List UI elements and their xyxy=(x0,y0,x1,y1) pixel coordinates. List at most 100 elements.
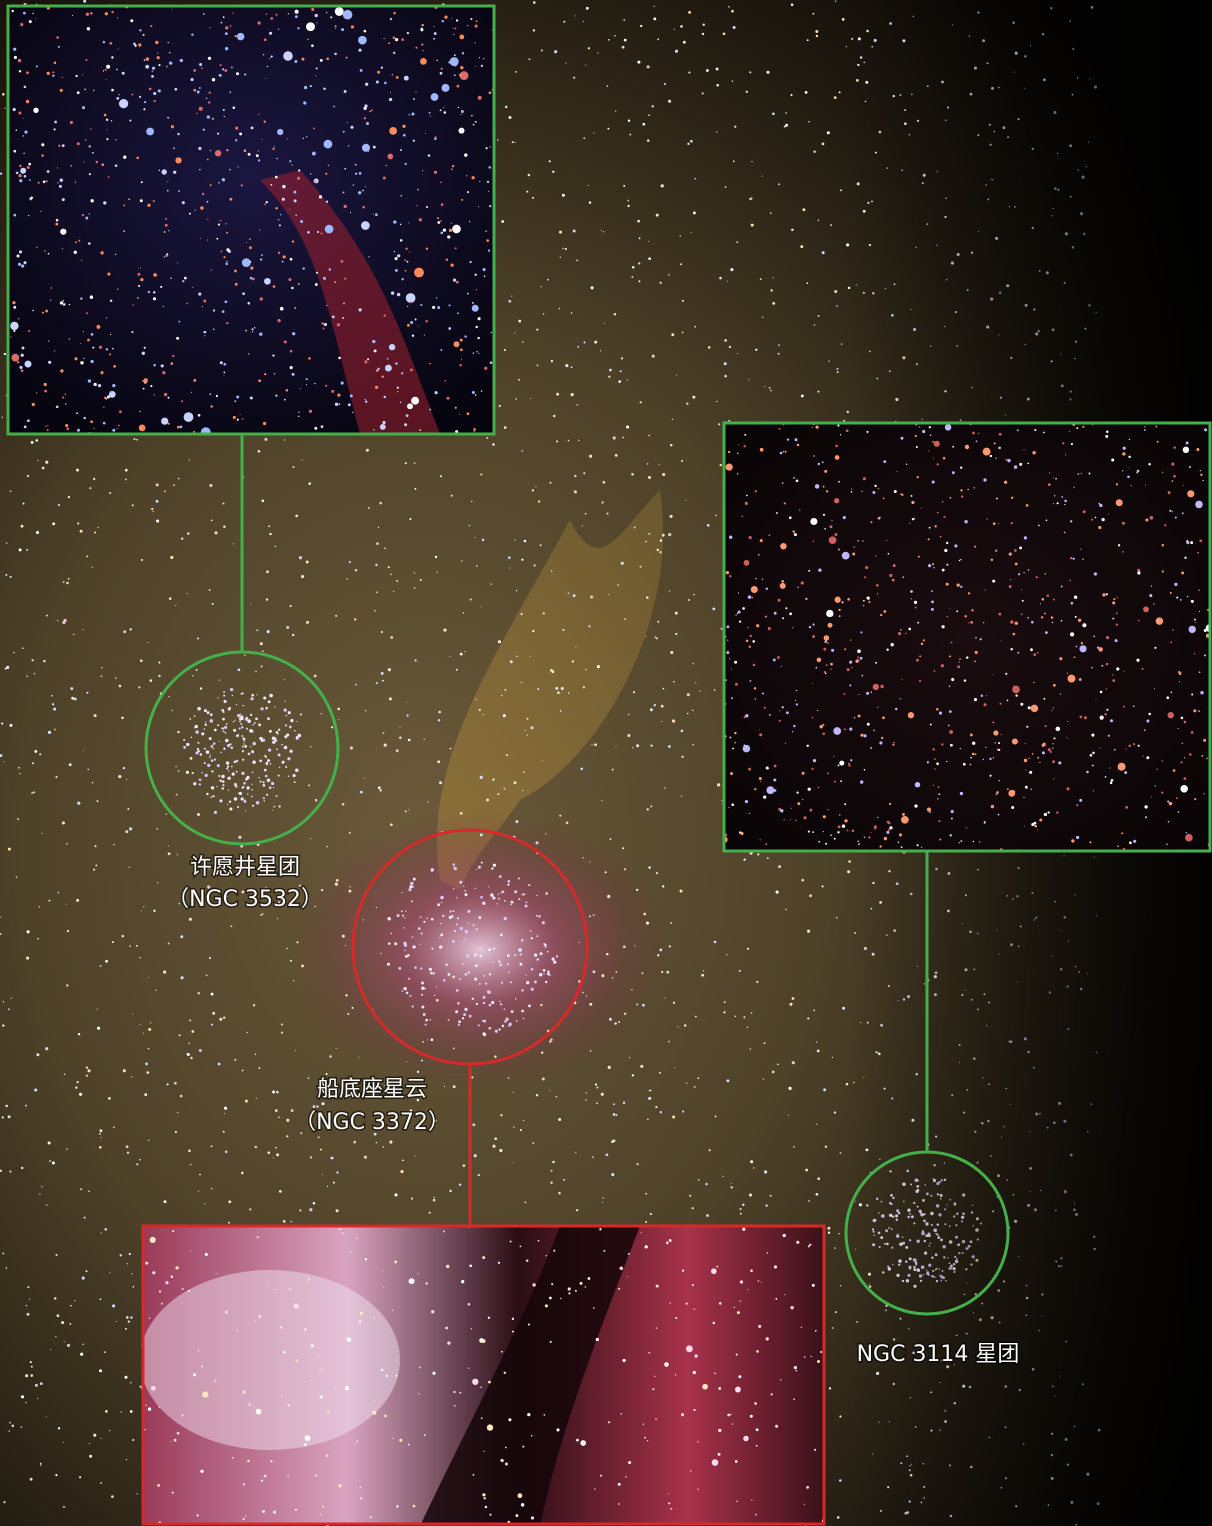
star xyxy=(862,540,864,542)
star xyxy=(946,615,948,618)
star xyxy=(374,385,379,389)
star xyxy=(364,398,366,401)
star xyxy=(383,38,385,40)
star xyxy=(851,667,853,669)
star xyxy=(842,516,846,520)
star xyxy=(1037,756,1040,759)
star xyxy=(444,15,448,19)
star xyxy=(934,525,937,528)
star xyxy=(861,674,864,677)
star xyxy=(812,623,815,626)
star xyxy=(994,549,998,552)
star xyxy=(829,525,833,529)
star xyxy=(1122,705,1125,708)
star xyxy=(786,711,789,715)
star xyxy=(119,410,122,414)
star xyxy=(892,743,895,746)
star xyxy=(145,64,150,69)
star xyxy=(740,831,744,836)
star xyxy=(401,278,404,281)
star xyxy=(331,389,335,393)
star xyxy=(151,70,154,73)
star xyxy=(920,507,922,509)
star xyxy=(737,592,740,594)
star xyxy=(109,299,113,302)
star xyxy=(53,128,56,131)
star xyxy=(893,490,897,493)
star xyxy=(467,25,469,27)
star xyxy=(477,95,482,100)
star xyxy=(1069,556,1073,560)
star xyxy=(389,92,392,94)
star xyxy=(793,533,797,537)
star xyxy=(224,300,228,304)
star xyxy=(47,252,50,255)
star xyxy=(471,304,479,312)
star xyxy=(784,450,787,453)
star xyxy=(139,410,141,413)
star xyxy=(281,260,284,263)
star xyxy=(338,403,341,405)
star xyxy=(365,105,368,107)
star xyxy=(343,204,347,209)
star xyxy=(936,762,939,765)
star xyxy=(236,395,240,399)
star xyxy=(143,378,148,383)
star xyxy=(893,741,895,744)
star xyxy=(752,640,755,643)
star xyxy=(1106,430,1109,433)
star xyxy=(744,501,748,505)
star xyxy=(1044,725,1047,728)
star xyxy=(297,283,300,285)
star xyxy=(1107,734,1110,737)
star xyxy=(174,88,177,91)
star xyxy=(289,160,292,163)
star xyxy=(170,125,174,129)
star xyxy=(857,714,861,718)
star xyxy=(471,391,475,394)
star xyxy=(1125,806,1129,809)
star xyxy=(457,312,459,315)
star xyxy=(821,461,824,464)
star xyxy=(761,692,765,695)
star xyxy=(308,357,311,360)
star xyxy=(28,20,32,24)
star xyxy=(93,428,95,430)
star xyxy=(309,173,312,175)
star xyxy=(471,176,475,180)
star xyxy=(1109,767,1111,769)
star xyxy=(17,318,20,320)
star xyxy=(423,334,425,336)
star xyxy=(1031,822,1035,827)
star xyxy=(850,759,853,762)
star xyxy=(959,747,962,750)
star xyxy=(358,172,362,175)
star xyxy=(153,91,157,96)
star xyxy=(737,610,741,614)
star xyxy=(985,746,987,749)
star xyxy=(775,512,778,514)
star xyxy=(261,138,263,141)
star xyxy=(322,276,327,280)
star xyxy=(1105,688,1108,690)
star xyxy=(90,295,93,298)
star xyxy=(250,126,254,130)
star xyxy=(23,11,26,15)
star xyxy=(20,167,27,174)
star xyxy=(405,293,416,303)
star xyxy=(960,466,963,469)
star xyxy=(1128,467,1130,469)
star xyxy=(475,289,477,291)
star xyxy=(382,176,386,180)
star xyxy=(466,191,470,194)
star xyxy=(992,721,995,724)
star xyxy=(846,829,849,832)
red-nebulosity xyxy=(260,170,440,434)
star xyxy=(1173,446,1176,449)
star xyxy=(139,267,142,269)
star xyxy=(1171,511,1173,513)
star xyxy=(114,164,118,167)
star xyxy=(1189,753,1192,756)
star xyxy=(898,833,903,837)
star xyxy=(1115,483,1119,486)
